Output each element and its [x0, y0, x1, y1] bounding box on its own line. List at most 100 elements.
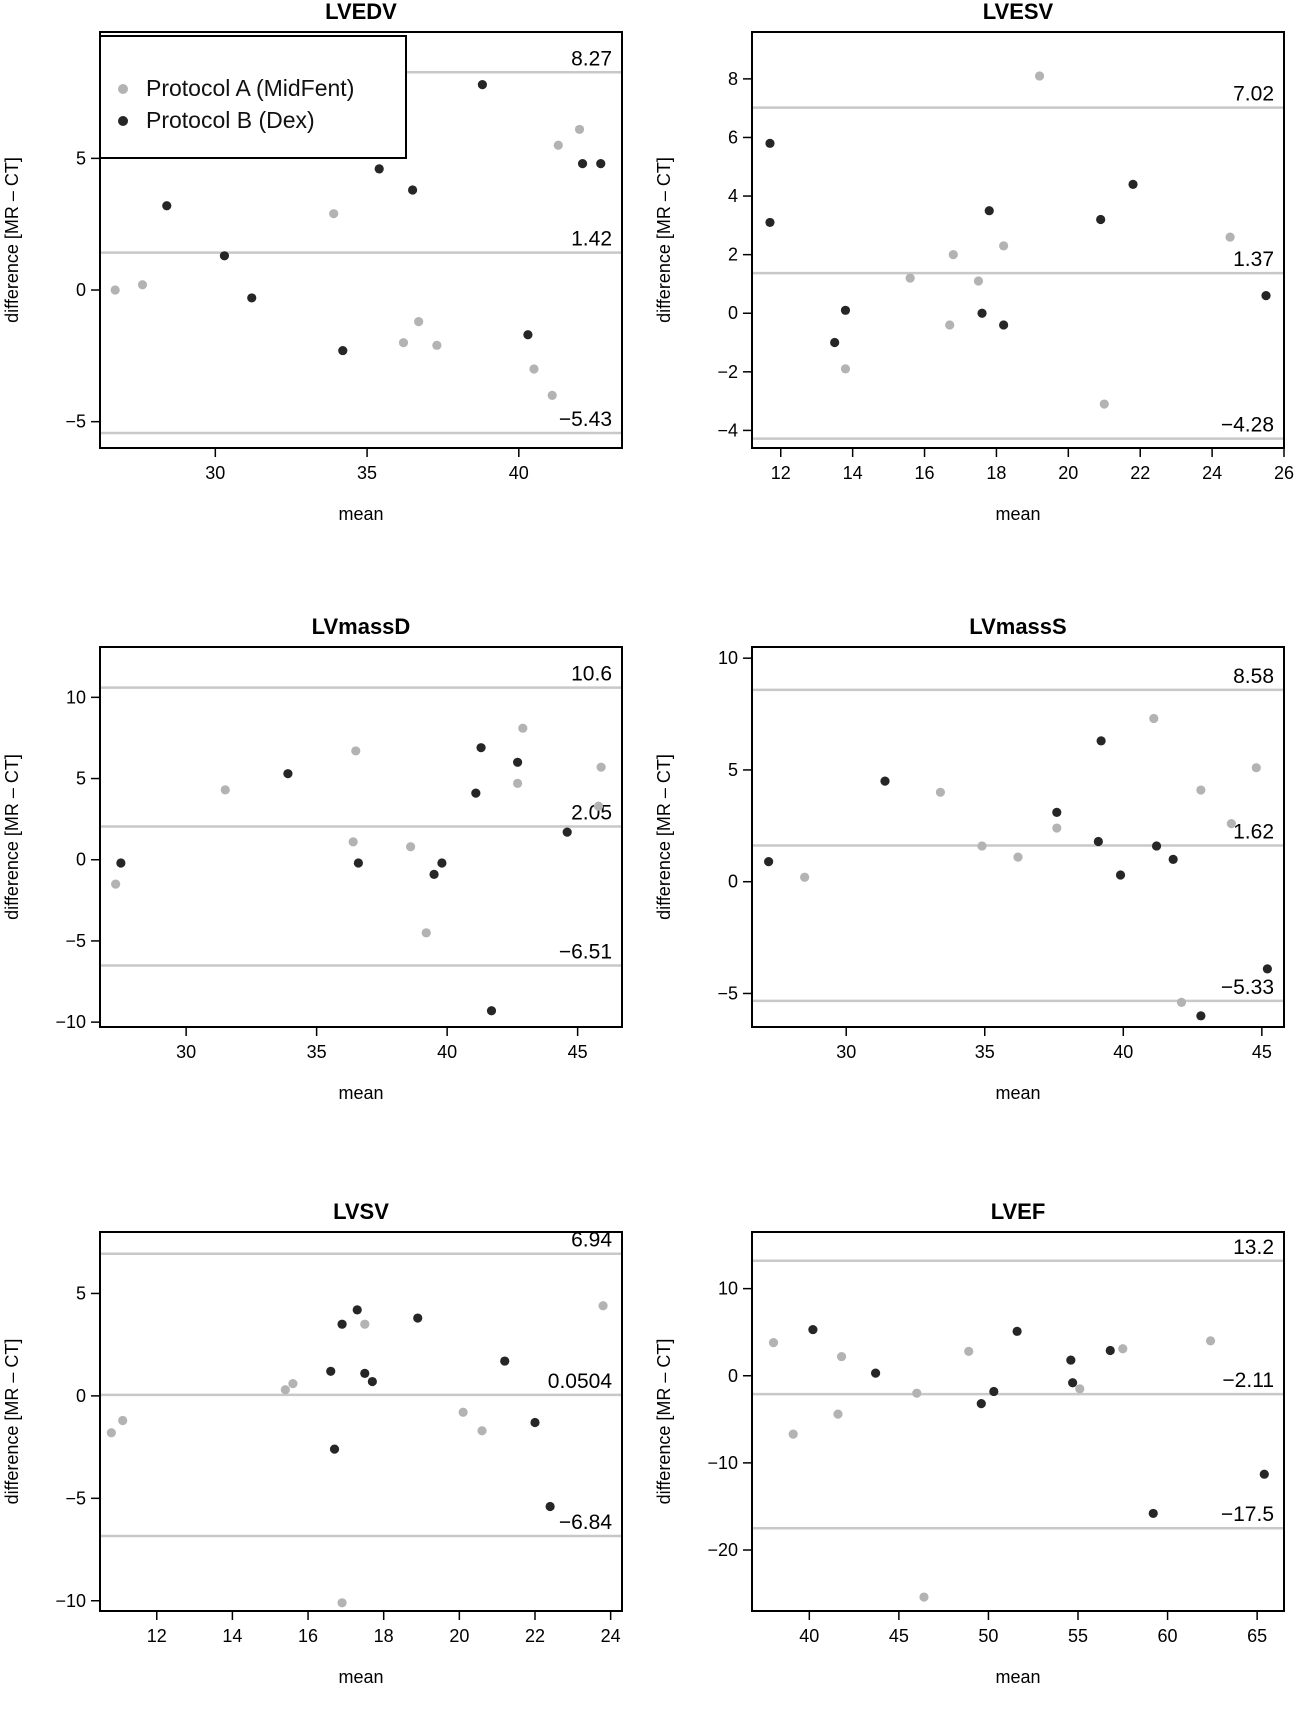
- point-protocol-a: [547, 390, 557, 400]
- point-protocol-b: [486, 1006, 497, 1016]
- point-protocol-b: [830, 337, 840, 348]
- x-tick-label: 55: [1068, 1626, 1088, 1646]
- point-protocol-a: [110, 285, 120, 295]
- x-axis: 30 35 40: [205, 447, 529, 483]
- x-tick-label: 22: [525, 1626, 545, 1646]
- point-protocol-b: [500, 1356, 510, 1366]
- x-tick-label: 16: [915, 463, 935, 483]
- point-protocol-a: [329, 209, 339, 219]
- point-protocol-b: [413, 1313, 423, 1323]
- plot-frame: [99, 646, 623, 1028]
- point-protocol-b: [545, 1501, 555, 1512]
- y-tick-label: 5: [76, 148, 86, 168]
- y-axis: −5 0 5 10: [717, 648, 753, 1003]
- reference-line-label: 10.6: [571, 663, 612, 686]
- point-protocol-a: [768, 1338, 779, 1348]
- point-protocol-a: [935, 787, 946, 797]
- reference-line-label: 6.94: [571, 1229, 612, 1252]
- x-tick-label: 65: [1247, 1626, 1267, 1646]
- point-protocol-a: [118, 1415, 128, 1426]
- x-tick-label: 12: [771, 463, 791, 483]
- y-tick-label: 10: [718, 1279, 738, 1299]
- point-protocol-a: [1226, 818, 1236, 829]
- point-protocol-a: [137, 280, 148, 290]
- y-tick-label: 0: [76, 850, 86, 870]
- point-protocol-b: [1068, 1378, 1078, 1388]
- point-protocol-a: [1176, 997, 1187, 1008]
- y-tick-label: 6: [728, 127, 738, 147]
- reference-line-label: 13.2: [1233, 1236, 1274, 1259]
- point-protocol-a: [1225, 232, 1235, 242]
- x-tick-label: 20: [1058, 463, 1078, 483]
- point-protocol-b: [1168, 854, 1178, 864]
- point-protocol-b: [1052, 807, 1062, 818]
- point-protocol-b: [247, 293, 257, 303]
- reference-line-label: 1.62: [1233, 820, 1274, 843]
- point-protocol-a: [912, 1388, 922, 1398]
- point-protocol-a: [398, 338, 409, 348]
- point-protocol-b: [283, 769, 293, 779]
- chart-title: LVSV: [333, 1199, 389, 1224]
- x-tick-label: 35: [357, 463, 377, 483]
- point-protocol-a: [964, 1346, 974, 1356]
- x-tick-label: 45: [568, 1042, 588, 1062]
- y-tick-label: 10: [718, 648, 738, 668]
- point-protocol-a: [220, 785, 230, 795]
- y-tick-label: −10: [55, 1012, 86, 1032]
- legend-label: Protocol B (Dex): [146, 107, 315, 133]
- point-protocol-a: [948, 250, 958, 260]
- point-protocol-b: [353, 858, 363, 868]
- y-tick-label: 4: [728, 186, 738, 206]
- point-protocol-a: [405, 842, 416, 852]
- reference-line-label: 1.42: [571, 228, 612, 251]
- point-protocol-b: [471, 788, 481, 798]
- point-protocol-a: [1075, 1384, 1085, 1394]
- point-protocol-a: [919, 1592, 929, 1602]
- point-protocol-b: [1096, 736, 1106, 746]
- panel-lvmasss: LVmassS 8.58 1.62 −5.33 30 35 40 45 mean −5 0 5 10 di…: [654, 614, 1285, 1103]
- x-tick-label: 45: [889, 1626, 909, 1646]
- point-protocol-b: [765, 138, 775, 148]
- point-protocol-b: [1128, 179, 1138, 189]
- reference-line-label: −6.84: [559, 1511, 612, 1534]
- x-tick-label: 35: [975, 1042, 995, 1062]
- point-protocol-a: [840, 364, 851, 374]
- point-protocol-a: [421, 928, 431, 938]
- y-tick-label: 0: [728, 303, 738, 323]
- point-protocol-b: [337, 1319, 347, 1329]
- point-protocol-b: [329, 1444, 340, 1454]
- point-protocol-a: [513, 778, 523, 789]
- y-tick-label: −10: [55, 1591, 86, 1611]
- point-protocol-b: [476, 743, 486, 753]
- y-axis-label: difference [MR – CT]: [654, 1339, 674, 1505]
- point-protocol-a: [1013, 852, 1023, 862]
- point-protocol-b: [764, 856, 774, 867]
- x-tick-label: 50: [978, 1626, 998, 1646]
- reference-line-label: 8.27: [571, 47, 612, 70]
- point-protocol-b: [360, 1368, 370, 1378]
- chart-title: LVmassS: [969, 614, 1066, 639]
- point-protocol-b: [407, 185, 418, 195]
- reference-line-label: −17.5: [1221, 1503, 1274, 1526]
- point-protocol-b: [1066, 1355, 1076, 1365]
- point-protocol-a: [348, 837, 358, 847]
- point-protocol-a: [1099, 399, 1109, 409]
- reference-line-label: 2.05: [571, 801, 612, 824]
- y-tick-label: 0: [728, 1366, 738, 1386]
- point-protocol-b: [989, 1386, 999, 1397]
- x-tick-label: 14: [843, 463, 863, 483]
- y-tick-label: −5: [65, 931, 86, 951]
- y-tick-label: 2: [728, 245, 738, 265]
- point-protocol-a: [360, 1319, 370, 1329]
- point-protocol-b: [1012, 1326, 1022, 1336]
- point-protocol-b: [513, 757, 523, 767]
- x-axis: 12 14 16 18 20 22 24: [147, 1610, 621, 1646]
- legend-label: Protocol A (MidFent): [146, 75, 354, 101]
- reference-line-label: 0.0504: [548, 1370, 613, 1393]
- y-axis: −10 −5 0 5: [55, 1283, 101, 1611]
- y-axis-label: difference [MR – CT]: [2, 157, 22, 323]
- point-protocol-a: [1196, 785, 1206, 795]
- reference-line-label: 1.37: [1233, 248, 1274, 271]
- point-protocol-a: [351, 746, 361, 756]
- chart-title: LVmassD: [312, 614, 411, 639]
